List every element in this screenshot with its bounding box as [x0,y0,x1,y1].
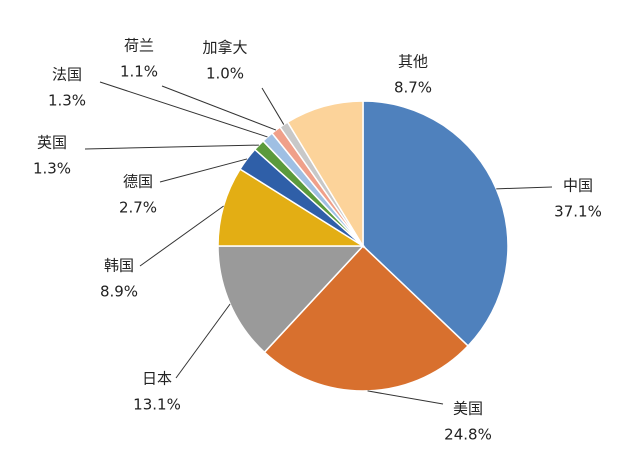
slice-value-label: 1.3% [33,160,71,178]
slice-value-label: 8.7% [394,79,432,97]
leader-line [496,186,553,190]
leader-line [161,85,277,131]
pie-slice [217,168,366,247]
pie-slice [286,100,364,249]
leader-line [261,87,285,125]
slice-label: 加拿大 [202,39,247,57]
pie-slice [217,245,365,354]
pie-slice [263,244,470,392]
slice-value-label: 1.0% [206,65,244,83]
leader-line [84,144,259,150]
slice-label: 法国 [52,66,82,84]
slice-value-label: 13.1% [133,396,181,414]
slice-label: 美国 [453,400,483,418]
slice-value-label: 2.7% [119,199,157,217]
slice-value-label: 1.3% [48,92,86,110]
leader-line [99,81,268,138]
slice-label: 英国 [37,134,67,152]
leader-line [175,303,231,379]
leader-line [139,205,224,267]
slice-value-label: 37.1% [554,203,602,221]
slice-label: 荷兰 [124,37,154,55]
slice-value-label: 1.1% [120,63,158,81]
slice-value-label: 24.8% [444,426,492,444]
slice-value-label: 8.9% [100,283,138,301]
leader-line [367,390,444,405]
slice-label: 日本 [142,370,172,388]
leader-line [159,158,248,183]
slice-label: 其他 [398,53,428,71]
slice-label: 韩国 [104,257,134,275]
slice-label: 中国 [563,177,593,195]
slice-label: 德国 [123,173,153,191]
